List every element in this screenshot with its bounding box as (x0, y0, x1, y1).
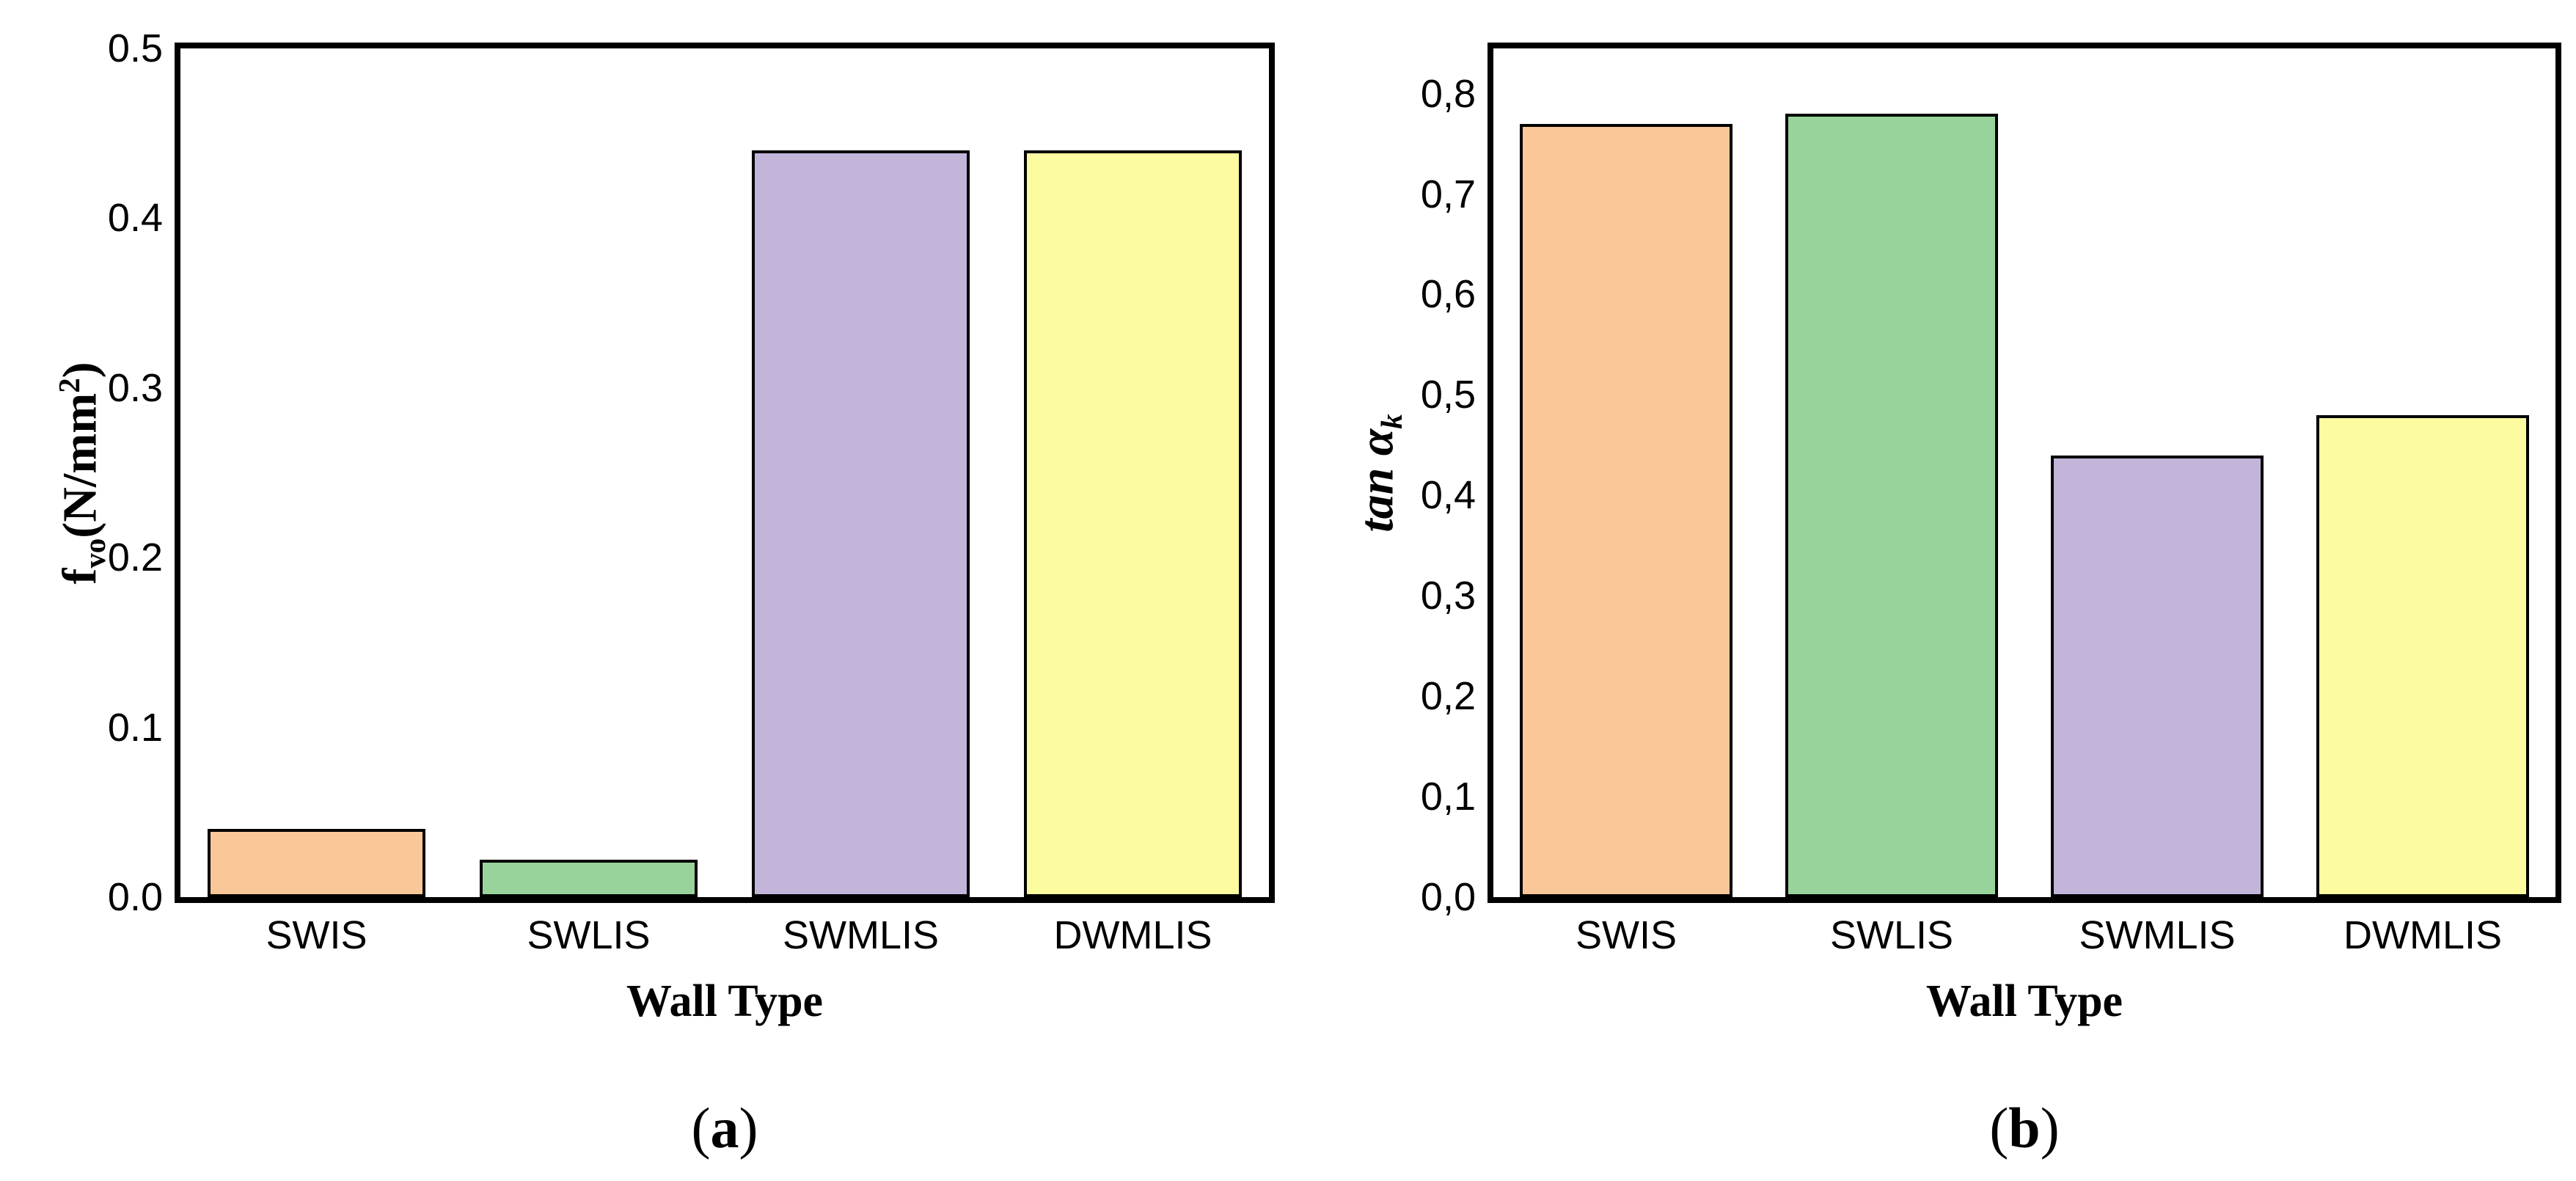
panel-caption-a: (a) (175, 1097, 1275, 1159)
y-tick-label-00: 0.0 (107, 875, 163, 919)
y-tick-label-01: 0.1 (107, 705, 163, 750)
caption-close-a: ) (739, 1096, 758, 1160)
bar-swmlis (2051, 455, 2264, 897)
caption-open-b: ( (1989, 1096, 2009, 1160)
y-tick-label-05: 0.5 (107, 26, 163, 70)
bar-swlis (1785, 114, 1998, 897)
y-tick-label-04: 0.4 (107, 196, 163, 241)
chart-panel-a: fvo(N/mm2) Wall Type (a) 0.0 0.1 0.2 0.3 0.4… (53, 26, 1275, 1159)
panel-caption-b: (b) (1488, 1097, 2561, 1159)
x-tick-label-swlis: SWLIS (1829, 913, 1954, 957)
x-tick-label-dwmlis: DWMLIS (1053, 913, 1212, 957)
bar-swmlis (752, 150, 970, 897)
plot-area-b (1488, 43, 2561, 903)
y-tick-label-04: 0,4 (1420, 473, 1476, 518)
x-tick-label-dwmlis: DWMLIS (2343, 913, 2502, 957)
x-tick-label-swis: SWIS (1575, 913, 1677, 957)
y-tick-label-06: 0,6 (1420, 272, 1476, 317)
x-tick-label-swis: SWIS (266, 913, 367, 957)
bar-swis (208, 829, 425, 897)
bar-dwmlis (1024, 150, 1242, 897)
y-tick-label-05: 0,5 (1420, 373, 1476, 417)
y-tick-label-08: 0,8 (1420, 71, 1476, 116)
x-tick-label-swmlis: SWMLIS (2079, 913, 2236, 957)
caption-close-b: ) (2040, 1096, 2060, 1160)
chart-panel-b: tan αk Wall Type (b) 0,0 0,1 0,2 0,3 0,4 0,5 0… (1291, 0, 2576, 1181)
bar-swis (1520, 123, 1732, 897)
bar-dwmlis (2316, 414, 2529, 897)
x-tick-label-swlis: SWLIS (527, 913, 651, 957)
y-tick-label-01: 0,1 (1420, 775, 1476, 819)
caption-letter-b: b (2008, 1096, 2041, 1160)
y-tick-label-07: 0,7 (1420, 172, 1476, 216)
y-tick-label-02: 0,2 (1420, 674, 1476, 719)
y-title-unit-a: (N/mm (53, 392, 107, 538)
plot-area-a (175, 43, 1275, 903)
y-tick-label-03: 0,3 (1420, 574, 1476, 618)
x-axis-title-b: Wall Type (1925, 976, 2123, 1026)
x-tick-label-swmlis: SWMLIS (782, 913, 940, 957)
x-axis-title-a: Wall Type (626, 976, 824, 1026)
caption-letter-a: a (710, 1096, 739, 1160)
caption-open-a: ( (691, 1096, 711, 1160)
bar-swlis (480, 860, 698, 897)
y-tick-label-02: 0.2 (107, 535, 163, 580)
y-tick-label-00: 0,0 (1420, 875, 1476, 919)
y-tick-label-03: 0.3 (107, 365, 163, 410)
